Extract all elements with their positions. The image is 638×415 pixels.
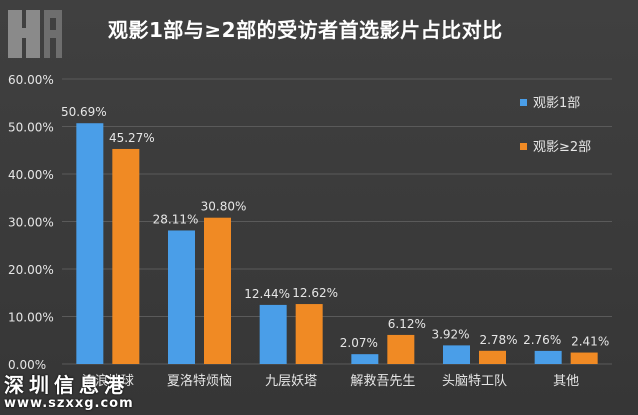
x-tick-label: 流浪地球 — [82, 374, 134, 389]
bar-series2 — [387, 334, 415, 364]
bar-series2 — [479, 350, 506, 364]
legend-label: 观影1部 — [533, 96, 580, 111]
bar-series2 — [112, 148, 140, 364]
legend-swatch-series2 — [520, 143, 527, 150]
y-tick-label: 60.00% — [8, 73, 54, 87]
data-label: 28.11% — [153, 212, 199, 226]
bar-series2 — [570, 352, 598, 364]
bar-series1 — [168, 230, 195, 364]
bar-series2 — [204, 217, 231, 364]
y-tick-label: 0.00% — [8, 358, 46, 372]
data-label: 2.07% — [340, 336, 378, 350]
bar-series1 — [76, 123, 104, 364]
data-label: 12.62% — [292, 286, 338, 300]
watermark-url: www.szxxg.com — [4, 396, 134, 411]
y-tick-label: 40.00% — [8, 168, 54, 182]
data-label: 2.76% — [523, 333, 561, 347]
x-tick-label: 解救吾先生 — [350, 373, 415, 389]
logo-icon — [8, 10, 62, 58]
data-label: 45.27% — [109, 131, 155, 145]
bar-series1 — [534, 350, 562, 364]
bar-series1 — [351, 354, 379, 364]
data-label: 50.69% — [61, 105, 107, 119]
data-label: 12.44% — [244, 287, 290, 301]
watermark-text: 深圳信息港 — [4, 373, 129, 397]
chart-title: 观影1部与≥2部的受访者首选影片占比对比 — [108, 18, 503, 42]
legend-swatch-series1 — [520, 99, 527, 106]
y-tick-label: 50.00% — [8, 121, 54, 135]
x-tick-label: 九层妖塔 — [265, 374, 317, 389]
watermark: 深圳信息港 www.szxxg.com — [4, 374, 134, 411]
legend-label: 观影≥2部 — [533, 140, 591, 155]
data-label: 2.41% — [571, 335, 609, 349]
y-tick-label: 10.00% — [8, 311, 54, 325]
x-tick-label: 头脑特工队 — [442, 374, 507, 389]
data-label: 3.92% — [431, 327, 469, 341]
data-label: 2.78% — [479, 333, 517, 347]
data-label: 6.12% — [388, 317, 426, 331]
bar-series1 — [443, 345, 470, 364]
x-tick-label: 夏洛特烦恼 — [167, 374, 232, 389]
bar-series1 — [259, 304, 287, 364]
data-label: 30.80% — [201, 200, 247, 214]
y-tick-label: 20.00% — [8, 263, 54, 277]
bar-series2 — [295, 304, 323, 364]
x-tick-label: 其他 — [553, 374, 579, 389]
y-tick-label: 30.00% — [8, 216, 54, 230]
